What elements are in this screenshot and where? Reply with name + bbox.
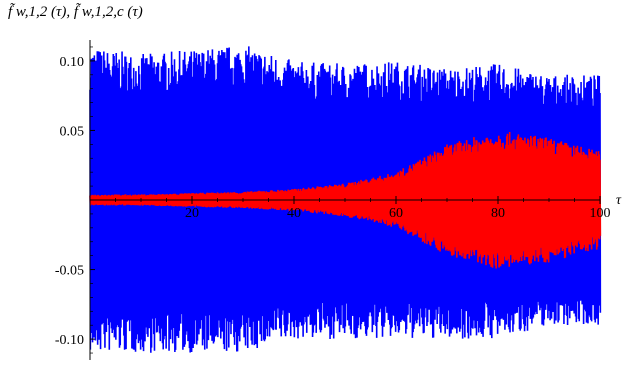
x-tick-label: 60 — [389, 206, 403, 221]
y-tick-label: -0.05 — [55, 264, 84, 279]
x-tick-label: 100 — [590, 206, 611, 221]
y-tick-label: 0.10 — [60, 55, 85, 70]
x-tick-label: 20 — [185, 206, 199, 221]
x-axis-title: τ — [616, 193, 622, 208]
y-tick-label: -0.10 — [55, 333, 84, 348]
axis-layer: 20 40 60 80 100 τ 0.10 0.05 -0.05 -0.10 — [55, 40, 622, 360]
x-tick-label: 80 — [491, 206, 505, 221]
y-axis-label: f̃ w,1,2 (τ), f̃ w,1,2,c (τ) — [8, 4, 143, 20]
y-tick-label: 0.05 — [60, 124, 85, 139]
x-tick-label: 40 — [287, 206, 301, 221]
